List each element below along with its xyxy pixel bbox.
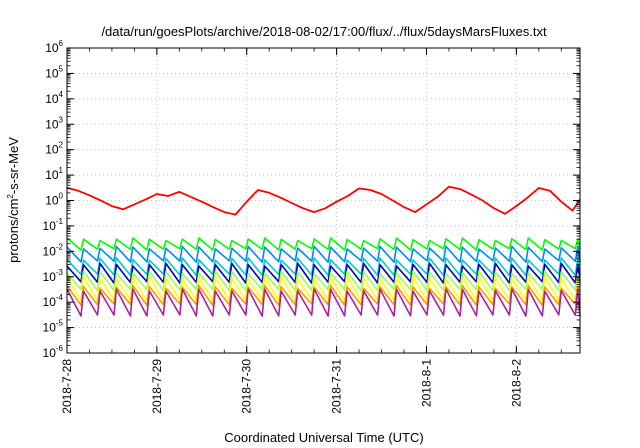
y-tick-label: 10-4 <box>43 293 64 309</box>
x-tick-label: 2018-8-1 <box>419 359 433 407</box>
sawtooth-series-line <box>66 245 581 263</box>
y-axis-label-base: protons/cm <box>6 199 21 263</box>
series-layer <box>66 185 581 317</box>
y-axis-label-sup: 2 <box>6 194 15 199</box>
sawtooth-series-line <box>66 237 581 251</box>
sawtooth-series-line <box>66 275 581 302</box>
x-tick-label: 2018-7-31 <box>330 359 344 414</box>
x-axis-label: Coordinated Universal Time (UTC) <box>224 430 423 445</box>
y-tick-label: 102 <box>45 141 63 157</box>
x-tick-label: 2018-7-28 <box>60 359 74 414</box>
y-tick-label: 100 <box>45 192 63 208</box>
sawtooth-series-line <box>66 288 581 317</box>
flux-series-line <box>66 185 581 216</box>
chart-title: /data/run/goesPlots/archive/2018-08-02/1… <box>101 24 547 39</box>
x-axis-ticks: 2018-7-28 2018-7-29 2018-7-30 2018-7-31 2018… <box>60 48 562 414</box>
x-tick-label: 2018-7-30 <box>240 359 254 414</box>
y-tick-label: 104 <box>45 90 63 106</box>
y-tick-label: 10-3 <box>43 268 64 284</box>
x-tick-label: 2018-7-29 <box>150 359 164 414</box>
sawtooth-series-line <box>66 257 581 277</box>
y-axis-label-rest: -s-sr-MeV <box>6 137 21 194</box>
y-axis-label: protons/cm2-s-sr-MeV <box>6 137 21 263</box>
y-tick-label: 10-6 <box>43 344 64 360</box>
y-axis-ticks: 10-6 10-5 10-4 10-3 10-2 10-1 100 101 102 103 104 1… <box>43 39 580 360</box>
y-tick-label: 10-2 <box>43 242 64 258</box>
y-tick-label: 105 <box>45 64 63 80</box>
y-tick-label: 106 <box>45 39 63 55</box>
sawtooth-series-line <box>66 270 581 292</box>
y-tick-label: 103 <box>45 115 63 131</box>
y-tick-label: 10-1 <box>43 217 64 233</box>
y-tick-label: 101 <box>45 166 63 182</box>
x-tick-label: 2018-8-2 <box>509 359 523 407</box>
y-tick-label: 10-5 <box>43 319 64 335</box>
sawtooth-series-line <box>66 262 581 284</box>
